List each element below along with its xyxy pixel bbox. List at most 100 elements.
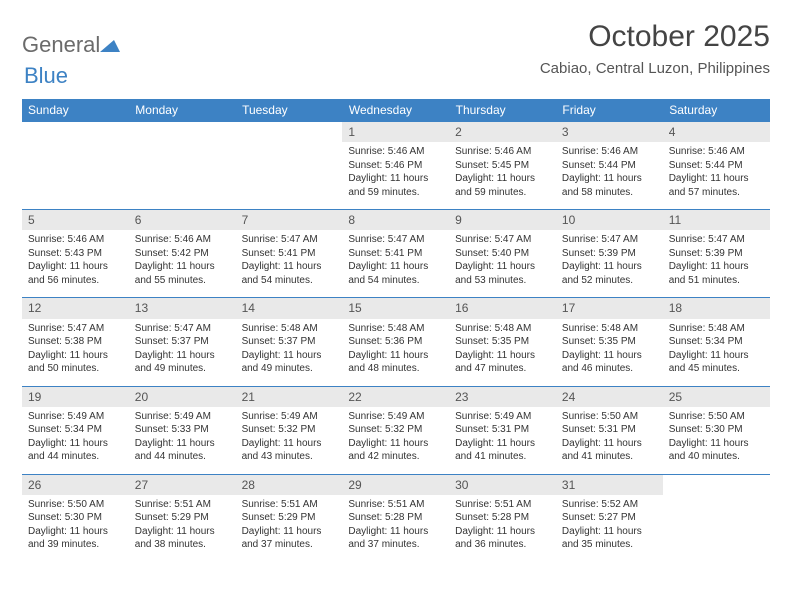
day-detail-cell — [129, 142, 236, 210]
daylight-line: Daylight: 11 hours and 54 minutes. — [348, 261, 428, 286]
sunset-line: Sunset: 5:45 PM — [455, 160, 529, 171]
day-number-cell: 30 — [449, 474, 556, 495]
day-number-cell: 27 — [129, 474, 236, 495]
sunset-line: Sunset: 5:32 PM — [348, 424, 422, 435]
daylight-line: Daylight: 11 hours and 37 minutes. — [242, 526, 322, 551]
day-detail-cell: Sunrise: 5:46 AMSunset: 5:45 PMDaylight:… — [449, 142, 556, 210]
sunset-line: Sunset: 5:39 PM — [669, 248, 743, 259]
sunrise-line: Sunrise: 5:48 AM — [455, 323, 531, 334]
day-number-cell: 6 — [129, 210, 236, 231]
day-detail-cell: Sunrise: 5:48 AMSunset: 5:36 PMDaylight:… — [342, 319, 449, 387]
sunrise-line: Sunrise: 5:47 AM — [455, 234, 531, 245]
sunrise-line: Sunrise: 5:50 AM — [562, 411, 638, 422]
sunset-line: Sunset: 5:28 PM — [455, 512, 529, 523]
day-detail-cell: Sunrise: 5:47 AMSunset: 5:37 PMDaylight:… — [129, 319, 236, 387]
day-detail-cell: Sunrise: 5:49 AMSunset: 5:31 PMDaylight:… — [449, 407, 556, 475]
sunset-line: Sunset: 5:40 PM — [455, 248, 529, 259]
sunrise-line: Sunrise: 5:47 AM — [669, 234, 745, 245]
day-detail-cell: Sunrise: 5:51 AM Sunset: 5:28 PM Daylight:… — [449, 495, 556, 562]
daylight-line: Daylight: 11 hours and 53 minutes. — [455, 261, 535, 286]
logo-word-2: Blue — [24, 63, 68, 88]
day-detail-cell: Sunrise: 5:46 AMSunset: 5:43 PMDaylight:… — [22, 230, 129, 298]
sunrise-line: Sunrise: 5:47 AM — [348, 234, 424, 245]
sunset-line: Sunset: 5:41 PM — [242, 248, 316, 259]
sunset-line: Sunset: 5:37 PM — [242, 336, 316, 347]
logo-word-1: General — [22, 32, 100, 58]
day-number-cell — [129, 122, 236, 143]
sunrise-line: Sunrise: 5:48 AM — [348, 323, 424, 334]
day-detail-cell — [22, 142, 129, 210]
daylight-line: Daylight: 11 hours and 56 minutes. — [28, 261, 108, 286]
day-detail-cell: Sunrise: 5:46 AMSunset: 5:42 PMDaylight:… — [129, 230, 236, 298]
day-number-cell: 12 — [22, 298, 129, 319]
sunrise-line: Sunrise: 5:47 AM — [242, 234, 318, 245]
sunset-line: Sunset: 5:46 PM — [348, 160, 422, 171]
day-detail-cell: Sunrise: 5:50 AMSunset: 5:31 PMDaylight:… — [556, 407, 663, 475]
day-detail-cell — [663, 495, 770, 562]
location: Cabiao, Central Luzon, Philippines — [540, 60, 770, 77]
day-number-cell: 26 — [22, 474, 129, 495]
sunset-line: Sunset: 5:34 PM — [28, 424, 102, 435]
day-detail-cell: Sunrise: 5:48 AMSunset: 5:37 PMDaylight:… — [236, 319, 343, 387]
day-number-cell: 8 — [342, 210, 449, 231]
sunrise-line: Sunrise: 5:49 AM — [455, 411, 531, 422]
day-detail-cell: Sunrise: 5:51 AMSunset: 5:29 PMDaylight:… — [129, 495, 236, 562]
sunset-line: Sunset: 5:32 PM — [242, 424, 316, 435]
sunset-line: Sunset: 5:30 PM — [669, 424, 743, 435]
sunrise-line: Sunrise: 5:46 AM — [669, 146, 745, 157]
day-detail-row: Sunrise: 5:49 AM Sunset: 5:34 PM Daylight:… — [22, 407, 770, 475]
sunset-line: Sunset: 5:29 PM — [242, 512, 316, 523]
sunset-line: Sunset: 5:30 PM — [28, 512, 102, 523]
daylight-line: Daylight: 11 hours and 59 minutes. — [348, 173, 428, 198]
sunrise-line: Sunrise: 5:49 AM — [348, 411, 424, 422]
day-number-cell — [663, 474, 770, 495]
sunrise-line: Sunrise: 5:51 AM — [135, 499, 211, 510]
daylight-line: Daylight: 11 hours and 59 minutes. — [455, 173, 535, 198]
sunrise-line: Sunrise: 5:47 AM — [28, 323, 104, 334]
daylight-line: Daylight: 11 hours and 36 minutes. — [455, 526, 535, 551]
day-detail-cell: Sunrise: 5:47 AMSunset: 5:39 PMDaylight:… — [556, 230, 663, 298]
day-detail-cell: Sunrise: 5:50 AMSunset: 5:30 PMDaylight:… — [663, 407, 770, 475]
day-detail-cell: Sunrise: 5:48 AMSunset: 5:34 PMDaylight:… — [663, 319, 770, 387]
day-number-cell: 14 — [236, 298, 343, 319]
day-number-cell: 2 — [449, 122, 556, 143]
daylight-line: Daylight: 11 hours and 49 minutes. — [135, 350, 215, 375]
day-number-cell: 4 — [663, 122, 770, 143]
daylight-line: Daylight: 11 hours and 52 minutes. — [562, 261, 642, 286]
day-number-cell: 29 — [342, 474, 449, 495]
day-detail-cell: Sunrise: 5:48 AMSunset: 5:35 PMDaylight:… — [556, 319, 663, 387]
sunrise-line: Sunrise: 5:46 AM — [135, 234, 211, 245]
daylight-line: Daylight: 11 hours and 57 minutes. — [669, 173, 749, 198]
day-detail-row: Sunrise: 5:46 AMSunset: 5:43 PMDaylight:… — [22, 230, 770, 298]
day-number-cell: 18 — [663, 298, 770, 319]
sunset-line: Sunset: 5:44 PM — [669, 160, 743, 171]
sunset-line: Sunset: 5:35 PM — [562, 336, 636, 347]
sunrise-line: Sunrise: 5:51 AM — [455, 499, 531, 510]
day-detail-cell: Sunrise: 5:48 AMSunset: 5:35 PMDaylight:… — [449, 319, 556, 387]
day-number-cell: 1 — [342, 122, 449, 143]
logo: General — [22, 32, 122, 58]
weekday-header: Sunday — [22, 99, 129, 122]
day-number-row: 262728293031 — [22, 474, 770, 495]
day-number-cell: 7 — [236, 210, 343, 231]
sunset-line: Sunset: 5:38 PM — [28, 336, 102, 347]
day-detail-cell: Sunrise: 5:46 AM Sunset: 5:44 PM Daylight:… — [663, 142, 770, 210]
daylight-line: Daylight: 11 hours and 39 minutes. — [28, 526, 108, 551]
daylight-line: Daylight: 11 hours and 45 minutes. — [669, 350, 749, 375]
daylight-line: Daylight: 11 hours and 42 minutes. — [348, 438, 428, 463]
day-number-cell: 3 — [556, 122, 663, 143]
day-number-cell: 21 — [236, 386, 343, 407]
sunrise-line: Sunrise: 5:50 AM — [669, 411, 745, 422]
weekday-header: Friday — [556, 99, 663, 122]
day-detail-cell — [236, 142, 343, 210]
sunrise-line: Sunrise: 5:49 AM — [242, 411, 318, 422]
day-detail-cell: Sunrise: 5:50 AMSunset: 5:30 PMDaylight:… — [22, 495, 129, 562]
daylight-line: Daylight: 11 hours and 43 minutes. — [242, 438, 322, 463]
weekday-header: Monday — [129, 99, 236, 122]
day-number-cell: 10 — [556, 210, 663, 231]
day-detail-cell: Sunrise: 5:51 AMSunset: 5:29 PMDaylight:… — [236, 495, 343, 562]
day-number-cell: 9 — [449, 210, 556, 231]
sunset-line: Sunset: 5:29 PM — [135, 512, 209, 523]
sunrise-line: Sunrise: 5:49 AM — [28, 411, 104, 422]
sunrise-line: Sunrise: 5:47 AM — [135, 323, 211, 334]
